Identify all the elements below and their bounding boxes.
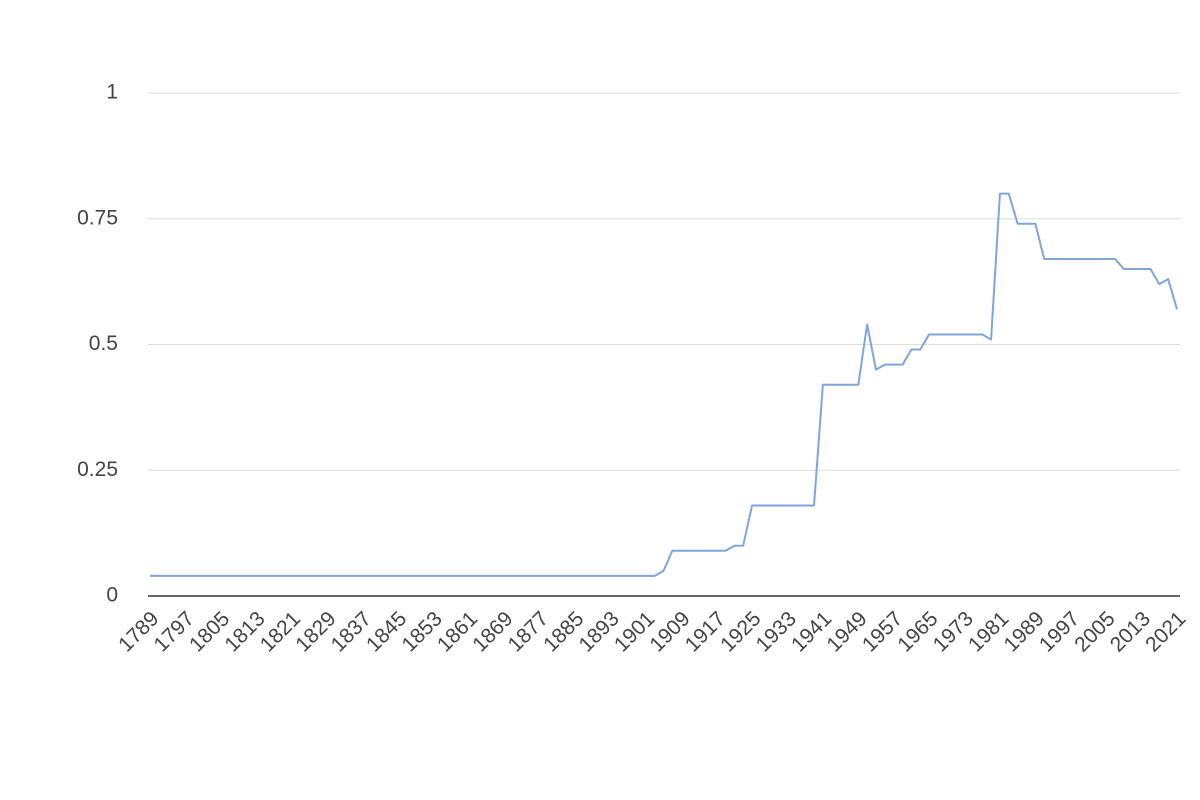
x-tick-label: 1829 [291,607,340,656]
data-line [150,192,1178,577]
x-tick-label: 1925 [716,607,765,656]
x-tick-label: 1877 [504,607,553,656]
x-tick-label: 2021 [1141,607,1190,656]
x-tick-label: 1893 [575,607,624,656]
x-tick-label: 1973 [929,607,978,656]
x-tick-label: 1821 [256,607,305,656]
x-tick-label: 1933 [752,607,801,656]
x-tick-label: 1989 [1000,607,1049,656]
y-tick-label: 0 [106,584,118,607]
x-tick-label: 1885 [539,607,588,656]
x-tick-label: 1861 [433,607,482,656]
x-tick-label: 1957 [858,607,907,656]
x-tick-label: 1845 [362,607,411,656]
x-tick-label: 1981 [964,607,1013,656]
x-tick-label: 2005 [1070,607,1119,656]
x-tick-label: 1949 [822,607,871,656]
x-tick-label: 1941 [787,607,836,656]
x-tick-label: 1853 [397,607,446,656]
x-tick-label: 1917 [681,607,730,656]
x-tick-label: 1789 [114,607,163,656]
y-tick-label: 0.5 [89,332,118,355]
x-tick-label: 1805 [185,607,234,656]
x-tick-label: 1909 [645,607,694,656]
x-tick-label: 1837 [327,607,376,656]
y-tick-label: 0.75 [77,206,118,229]
x-tick-label: 2013 [1106,607,1155,656]
x-tick-label: 1813 [220,607,269,656]
x-tick-label: 1901 [610,607,659,656]
y-tick-label: 0.25 [77,458,118,481]
x-tick-label: 1797 [150,607,199,656]
x-tick-label: 1997 [1035,607,1084,656]
x-tick-label: 1869 [468,607,517,656]
x-tick-label: 1965 [893,607,942,656]
y-tick-label: 1 [106,81,118,104]
